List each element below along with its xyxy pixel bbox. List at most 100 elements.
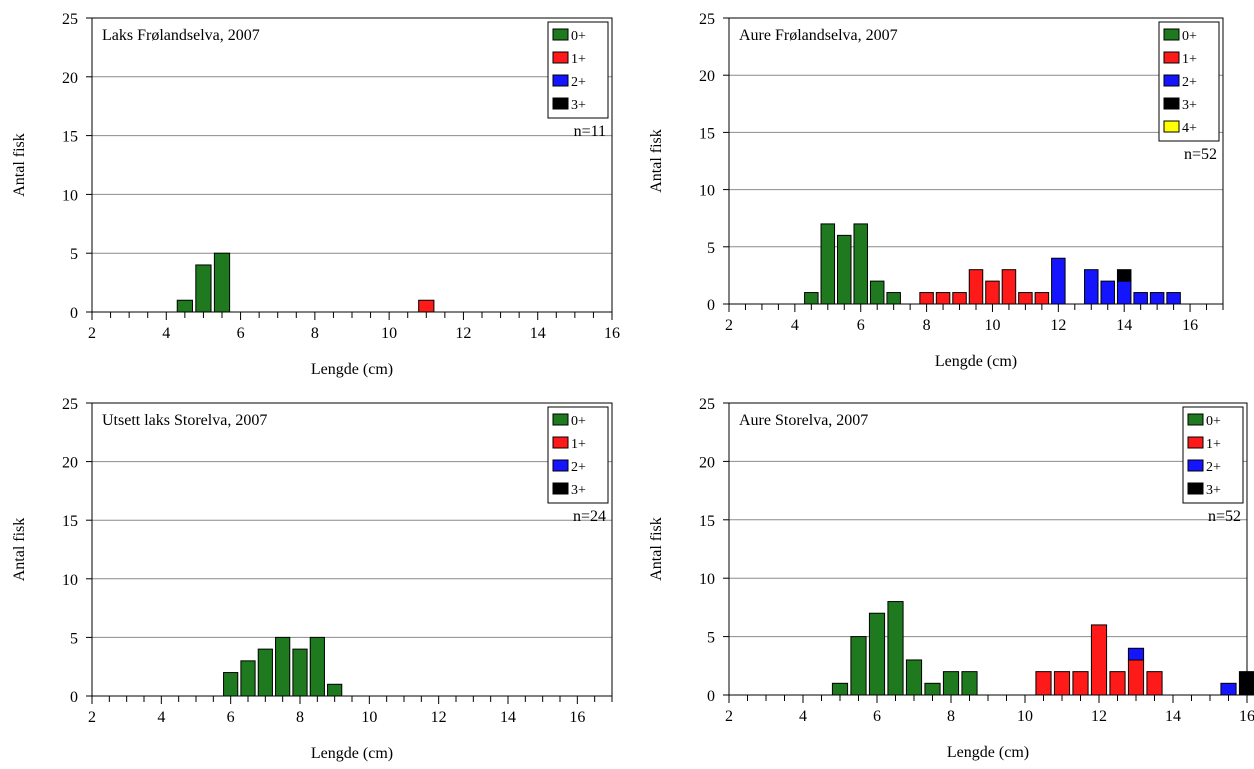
bar-0+: [868, 612, 886, 696]
plot-frame: [91, 17, 613, 313]
x-tick-label: 4: [157, 709, 165, 726]
y-tick-label: 25: [62, 11, 78, 28]
bar-3+: [1238, 671, 1254, 696]
n-label: n=52: [1208, 508, 1241, 525]
bar-2+: [1133, 292, 1148, 305]
legend-label: 2+: [1206, 460, 1221, 475]
legend-label: 0+: [571, 414, 586, 429]
chart-title: Utsett laks Storelva, 2007: [102, 412, 267, 429]
chart-title: Aure Frølandselva, 2007: [739, 27, 898, 44]
x-tick-label: 2: [725, 708, 733, 725]
legend-swatch-2+: [552, 459, 569, 472]
bar-1+: [1072, 671, 1089, 696]
legend-swatch-2+: [1187, 459, 1204, 472]
plot-frame: [728, 17, 1224, 305]
x-tick-label: 10: [984, 317, 1000, 334]
y-tick-label: 0: [70, 689, 78, 706]
x-tick-label: 4: [162, 325, 170, 342]
legend-swatch-0+: [1187, 413, 1204, 426]
x-tick-label: 4: [799, 708, 807, 725]
x-tick-label: 4: [791, 317, 799, 334]
y-tick-label: 10: [62, 572, 78, 589]
bar-0+: [240, 660, 256, 697]
y-tick-label: 0: [707, 688, 715, 705]
y-tick-label: 0: [70, 305, 78, 322]
bar-1+: [952, 292, 967, 305]
bar-1+: [1109, 671, 1126, 696]
bar-2+: [1220, 682, 1237, 696]
bar-0+: [942, 671, 960, 696]
x-tick-label: 16: [1239, 708, 1254, 725]
y-tick-label: 15: [699, 513, 715, 530]
y-tick-label: 25: [699, 11, 715, 28]
y-tick-label: 5: [707, 240, 715, 257]
bar-2+: [1084, 269, 1099, 305]
legend-swatch-2+: [1163, 74, 1180, 87]
plot-frame: [728, 402, 1248, 696]
bar-1+: [935, 292, 951, 305]
x-tick-label: 8: [311, 325, 319, 342]
x-tick-label: 8: [947, 708, 955, 725]
legend-label: 0+: [1182, 29, 1197, 44]
bar-0+: [961, 671, 978, 696]
legend-swatch-0+: [552, 413, 569, 426]
bar-2+: [1116, 280, 1132, 305]
bar-1+: [968, 269, 984, 305]
bar-0+: [905, 659, 923, 696]
y-tick-label: 5: [70, 630, 78, 647]
y-tick-label: 20: [62, 455, 78, 472]
legend-label: 2+: [571, 75, 586, 90]
y-tick-label: 20: [699, 454, 715, 471]
legend-label: 1+: [1206, 437, 1221, 452]
x-axis-label: Lengde (cm): [935, 353, 1017, 370]
bar-0+: [257, 648, 273, 697]
bar-2+: [1127, 647, 1145, 661]
y-axis-label: Antal fisk: [648, 517, 665, 581]
y-tick-label: 25: [62, 396, 78, 413]
bar-0+: [924, 682, 941, 696]
x-axis-label: Lengde (cm): [947, 744, 1029, 761]
x-tick-label: 6: [237, 325, 245, 342]
legend-label: 3+: [1182, 98, 1197, 113]
legend-swatch-1+: [1187, 436, 1204, 449]
legend-label: 4+: [1182, 121, 1197, 136]
chart-aure-storelva: 0 5 10 15 20 25 2 4 6 8 10 12 14 16 Aure Storelva, 200…: [648, 396, 1254, 761]
x-tick-label: 14: [530, 325, 546, 342]
legend-swatch-1+: [552, 436, 569, 449]
bar-0+: [176, 299, 193, 313]
x-tick-label: 8: [296, 709, 304, 726]
y-tick-label: 10: [699, 571, 715, 588]
y-axis-label: Antal fisk: [11, 518, 28, 582]
legend-label: 3+: [1206, 483, 1221, 498]
x-axis-label: Lengde (cm): [311, 745, 393, 762]
legend-swatch-4+: [1163, 120, 1180, 133]
y-tick-label: 10: [699, 183, 715, 200]
x-tick-label: 16: [1182, 317, 1198, 334]
bar-0+: [195, 264, 212, 313]
legend-label: 3+: [571, 483, 586, 498]
chart-laks-frolandselva: 0 5 10 15 20 25 2 4 6 8 10 12 14 16 Laks Frølandselva,…: [11, 11, 620, 378]
x-tick-label: 12: [455, 325, 471, 342]
legend-swatch-0+: [552, 28, 569, 41]
bar-1+: [418, 299, 435, 313]
y-tick-label: 0: [707, 297, 715, 314]
chart-title: Laks Frølandselva, 2007: [102, 27, 260, 44]
legend-swatch-3+: [1187, 482, 1204, 495]
x-tick-label: 14: [500, 709, 516, 726]
y-tick-label: 15: [62, 513, 78, 530]
legend-label: 1+: [571, 52, 586, 67]
y-tick-label: 20: [62, 70, 78, 87]
bar-0+: [869, 280, 885, 305]
bar-1+: [1127, 659, 1145, 696]
x-tick-label: 6: [873, 708, 881, 725]
x-tick-label: 14: [1165, 708, 1181, 725]
legend-label: 3+: [571, 98, 586, 113]
x-tick-label: 2: [88, 325, 96, 342]
bar-1+: [1035, 671, 1052, 696]
legend-label: 2+: [1182, 75, 1197, 90]
x-tick-label: 2: [725, 317, 733, 334]
n-label: n=52: [1184, 146, 1217, 163]
bar-1+: [1001, 269, 1017, 305]
bar-1+: [1034, 292, 1050, 305]
y-tick-label: 15: [62, 129, 78, 146]
